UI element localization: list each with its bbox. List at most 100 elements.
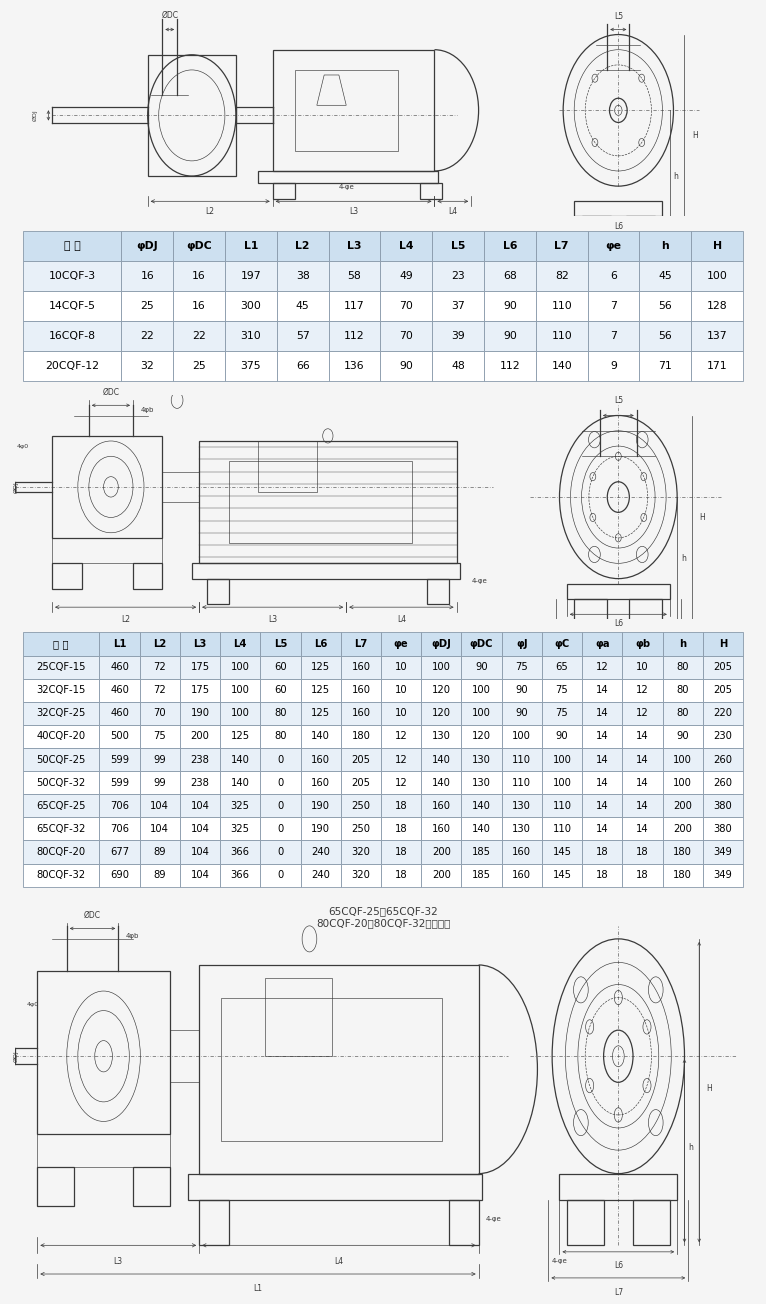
Bar: [542, 771, 582, 794]
Bar: [622, 632, 663, 656]
Text: 349: 349: [713, 870, 732, 880]
Text: h: h: [679, 639, 686, 649]
Bar: [421, 725, 461, 748]
Text: 140: 140: [231, 777, 250, 788]
Text: 104: 104: [191, 824, 209, 835]
Text: L7: L7: [614, 1288, 623, 1297]
Text: φJ: φJ: [516, 639, 528, 649]
Text: 18: 18: [596, 870, 608, 880]
Bar: [133, 1167, 170, 1206]
Bar: [461, 678, 502, 702]
Bar: [23, 231, 121, 261]
Bar: [220, 863, 260, 887]
Text: 12: 12: [636, 685, 649, 695]
Text: 82: 82: [555, 271, 568, 280]
Text: 375: 375: [241, 361, 261, 370]
Text: 56: 56: [659, 331, 673, 340]
Bar: [381, 678, 421, 702]
Text: 250: 250: [352, 824, 371, 835]
Text: 130: 130: [472, 755, 491, 764]
Text: 90: 90: [516, 708, 528, 719]
Text: H: H: [692, 132, 698, 140]
Bar: [52, 563, 81, 589]
Bar: [100, 771, 139, 794]
Text: 48: 48: [451, 361, 465, 370]
Text: 50CQF-32: 50CQF-32: [37, 777, 86, 788]
Text: 180: 180: [673, 870, 692, 880]
Bar: [180, 656, 220, 678]
Bar: [381, 656, 421, 678]
Text: ØDJ: ØDJ: [14, 1050, 19, 1063]
Bar: [23, 771, 100, 794]
Bar: [133, 563, 162, 589]
Bar: [23, 291, 121, 321]
Text: L6: L6: [614, 619, 623, 629]
Text: L6: L6: [614, 222, 623, 231]
Text: 110: 110: [512, 755, 532, 764]
Bar: [702, 656, 743, 678]
Text: L2: L2: [153, 639, 166, 649]
Bar: [542, 632, 582, 656]
Text: 0: 0: [277, 755, 283, 764]
Bar: [260, 748, 300, 771]
Bar: [277, 321, 329, 351]
Bar: [421, 678, 461, 702]
Bar: [421, 748, 461, 771]
Bar: [702, 818, 743, 841]
Text: 4φb: 4φb: [140, 407, 154, 413]
Bar: [180, 702, 220, 725]
Bar: [139, 656, 180, 678]
Text: L4: L4: [234, 639, 247, 649]
Text: 4φ0: 4φ0: [17, 443, 29, 449]
Text: 320: 320: [352, 870, 370, 880]
Text: 100: 100: [231, 662, 250, 672]
Bar: [180, 748, 220, 771]
Bar: [663, 725, 702, 748]
Bar: [582, 748, 622, 771]
Text: 25: 25: [140, 301, 154, 310]
Bar: [582, 632, 622, 656]
Bar: [381, 291, 432, 321]
Bar: [100, 748, 139, 771]
Bar: [542, 748, 582, 771]
Text: 130: 130: [432, 732, 450, 742]
Text: 380: 380: [714, 801, 732, 811]
Text: 310: 310: [241, 331, 261, 340]
Bar: [502, 818, 542, 841]
Text: 100: 100: [552, 755, 571, 764]
Text: 140: 140: [311, 732, 330, 742]
Bar: [199, 965, 479, 1174]
Bar: [23, 863, 100, 887]
Text: h: h: [662, 241, 669, 250]
Text: 460: 460: [110, 662, 129, 672]
Text: 140: 140: [552, 361, 572, 370]
Bar: [702, 863, 743, 887]
Bar: [535, 231, 588, 261]
Text: 599: 599: [110, 777, 129, 788]
Text: 160: 160: [352, 662, 371, 672]
Text: L5: L5: [614, 396, 623, 406]
Bar: [220, 794, 260, 818]
Bar: [199, 441, 457, 563]
Bar: [640, 261, 691, 291]
Bar: [626, 216, 655, 241]
Text: 89: 89: [153, 848, 166, 857]
Text: 325: 325: [231, 801, 250, 811]
Bar: [630, 599, 663, 630]
Bar: [427, 579, 449, 604]
Text: 145: 145: [552, 870, 571, 880]
Text: 89: 89: [153, 870, 166, 880]
Text: 80: 80: [274, 732, 286, 742]
Text: 9: 9: [610, 361, 617, 370]
Text: 160: 160: [432, 824, 451, 835]
Bar: [461, 818, 502, 841]
Bar: [535, 351, 588, 381]
Bar: [300, 678, 341, 702]
Text: 80: 80: [676, 685, 689, 695]
Bar: [542, 702, 582, 725]
Bar: [421, 656, 461, 678]
Bar: [663, 863, 702, 887]
Bar: [180, 725, 220, 748]
Text: 130: 130: [512, 824, 531, 835]
Text: 10: 10: [394, 685, 408, 695]
